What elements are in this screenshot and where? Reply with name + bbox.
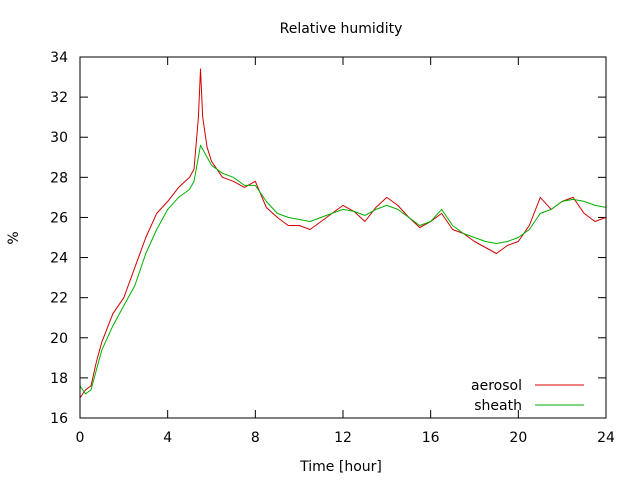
x-tick-label: 12 [334, 430, 352, 446]
y-tick-label: 34 [50, 50, 68, 66]
x-tick-label: 24 [597, 430, 615, 446]
x-tick-label: 0 [76, 430, 85, 446]
y-tick-label: 24 [50, 251, 68, 267]
y-tick-label: 22 [50, 291, 68, 307]
x-axis-label: Time [hour] [299, 459, 382, 475]
series-line-aerosol [79, 68, 607, 399]
y-tick-label: 30 [50, 130, 68, 146]
y-axis-label: % [6, 231, 22, 244]
y-tick-label: 32 [50, 90, 68, 106]
legend: aerosol sheath [471, 378, 584, 414]
legend-label-aerosol: aerosol [471, 378, 522, 394]
y-tick-label: 26 [50, 210, 68, 226]
series-line-sheath [79, 144, 607, 395]
y-tick-label: 28 [50, 170, 68, 186]
legend-label-sheath: sheath [474, 398, 522, 414]
y-tick-label: 18 [50, 371, 68, 387]
x-tick-label: 16 [422, 430, 440, 446]
x-tick-label: 4 [163, 430, 172, 446]
chart-title: Relative humidity [280, 21, 403, 37]
axis-ticks: 16 18 20 22 24 26 28 30 32 34 0 4 8 12 16 20 24 [50, 50, 615, 446]
plot-frame [79, 56, 607, 419]
x-tick-label: 20 [509, 430, 527, 446]
y-tick-label: 16 [50, 411, 68, 427]
x-tick-label: 8 [251, 430, 260, 446]
series-layer [79, 68, 607, 399]
y-tick-label: 20 [50, 331, 68, 347]
